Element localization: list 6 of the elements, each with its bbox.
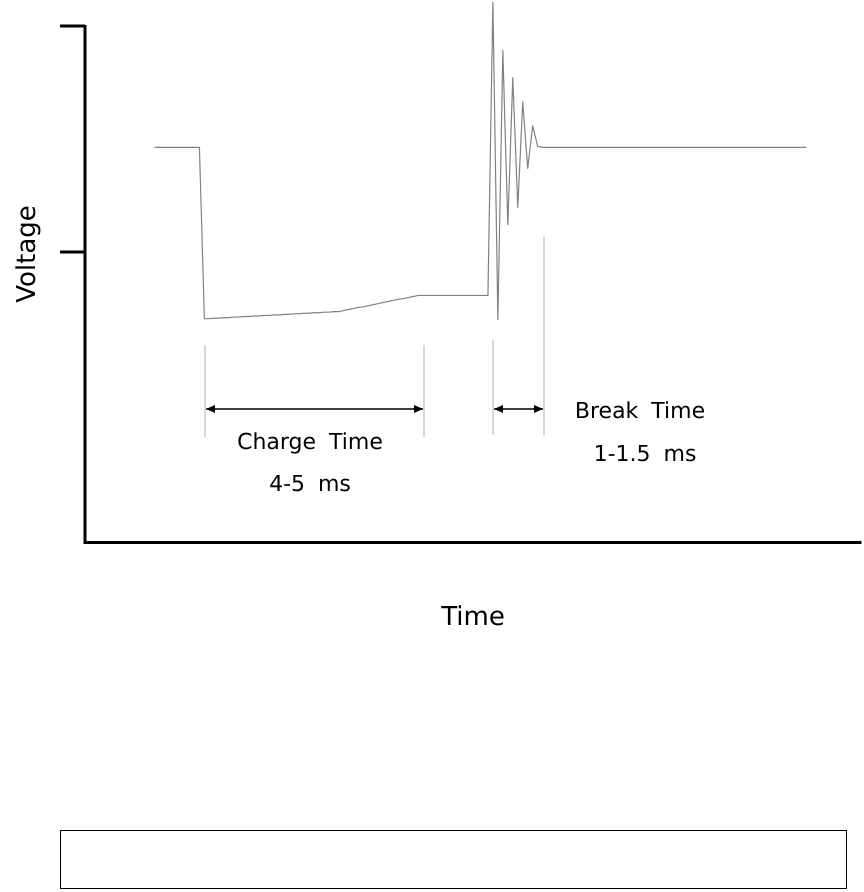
annotation: 4-5 ms	[268, 471, 352, 499]
annotation: Break Time	[574, 398, 706, 426]
x-axis-title: Time	[440, 602, 505, 632]
y-axis-title: Voltage	[12, 205, 42, 303]
annotation: Charge Time	[236, 429, 384, 457]
annotation: 1-1.5 ms	[592, 441, 698, 469]
